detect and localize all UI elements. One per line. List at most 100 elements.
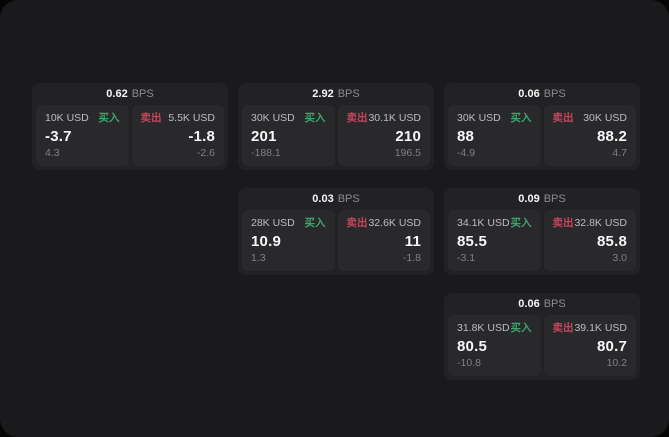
buy-badge: 买入 <box>510 322 532 334</box>
sell-badge: 卖出 <box>346 217 368 229</box>
sell-panel[interactable]: 卖出 5.5K USD -1.8 -2.6 <box>131 105 224 166</box>
buy-size-label: 30K USD <box>457 112 501 124</box>
buy-sell-panels: 28K USD 买入 10.9 1.3 卖出 32.6K USD 11 -1.8 <box>242 210 430 271</box>
buy-sub-value: -3.1 <box>457 252 476 264</box>
bps-value: 0.06 <box>518 88 540 100</box>
quote-card: 2.92 BPS 30K USD 买入 201 -188.1 卖出 30.1K … <box>238 83 434 170</box>
buy-badge: 买入 <box>304 217 326 229</box>
buy-price-value: 10.9 <box>251 233 281 250</box>
buy-panel-header: 34.1K USD 买入 <box>457 217 532 230</box>
buy-badge: 买入 <box>98 112 120 124</box>
buy-sell-panels: 30K USD 买入 201 -188.1 卖出 30.1K USD 210 1… <box>242 105 430 166</box>
bps-header: 0.03 BPS <box>242 188 430 210</box>
sell-panel[interactable]: 卖出 39.1K USD 80.7 10.2 <box>543 315 636 376</box>
buy-sub-value: -4.9 <box>457 147 476 159</box>
quote-card: 0.06 BPS 31.8K USD 买入 80.5 -10.8 卖出 39.1… <box>444 293 640 380</box>
buy-badge: 买入 <box>510 112 532 124</box>
bps-header: 0.62 BPS <box>36 83 224 105</box>
sell-price-value: 11 <box>404 233 421 250</box>
buy-panel-header: 28K USD 买入 <box>251 217 326 230</box>
bps-value: 0.09 <box>518 193 540 205</box>
buy-panel[interactable]: 30K USD 买入 201 -188.1 <box>242 105 335 166</box>
sell-size-label: 32.8K USD <box>574 217 627 229</box>
sell-panel-header: 卖出 39.1K USD <box>553 322 628 335</box>
buy-price-value: 85.5 <box>457 233 487 250</box>
buy-panel-header: 10K USD 买入 <box>45 112 120 125</box>
buy-panel-header: 30K USD 买入 <box>457 112 532 125</box>
quote-card: 0.09 BPS 34.1K USD 买入 85.5 -3.1 卖出 32.8K… <box>444 188 640 275</box>
sell-panel-header: 卖出 32.6K USD <box>347 217 422 230</box>
bps-unit: BPS <box>337 88 360 100</box>
sell-size-label: 39.1K USD <box>574 322 627 334</box>
sell-badge: 卖出 <box>552 217 574 229</box>
buy-size-label: 31.8K USD <box>457 322 510 334</box>
sell-badge: 卖出 <box>140 112 162 124</box>
quote-card: 0.03 BPS 28K USD 买入 10.9 1.3 卖出 32.6K US… <box>238 188 434 275</box>
buy-sub-value: -188.1 <box>251 147 281 159</box>
bps-unit: BPS <box>543 193 566 205</box>
bps-value: 0.03 <box>312 193 334 205</box>
sell-price-value: 85.8 <box>597 233 627 250</box>
buy-price-value: 88 <box>457 128 475 145</box>
buy-panel-header: 30K USD 买入 <box>251 112 326 125</box>
buy-sub-value: 1.3 <box>251 252 266 264</box>
sell-panel-header: 卖出 30.1K USD <box>347 112 422 125</box>
buy-sub-value: 4.3 <box>45 147 60 159</box>
bps-unit: BPS <box>543 88 566 100</box>
buy-panel[interactable]: 30K USD 买入 88 -4.9 <box>448 105 541 166</box>
buy-panel[interactable]: 34.1K USD 买入 85.5 -3.1 <box>448 210 541 271</box>
sell-panel[interactable]: 卖出 30.1K USD 210 196.5 <box>337 105 430 166</box>
sell-sub-value: 4.7 <box>612 147 627 159</box>
sell-size-label: 5.5K USD <box>168 112 215 124</box>
sell-price-value: 88.2 <box>597 128 627 145</box>
sell-panel[interactable]: 卖出 32.6K USD 11 -1.8 <box>337 210 430 271</box>
buy-sell-panels: 10K USD 买入 -3.7 4.3 卖出 5.5K USD -1.8 -2.… <box>36 105 224 166</box>
sell-sub-value: -2.6 <box>196 147 215 159</box>
buy-size-label: 10K USD <box>45 112 89 124</box>
sell-price-value: 80.7 <box>597 338 627 355</box>
bps-header: 2.92 BPS <box>242 83 430 105</box>
sell-panel-header: 卖出 5.5K USD <box>141 112 216 125</box>
sell-badge: 卖出 <box>552 112 574 124</box>
bps-unit: BPS <box>337 193 360 205</box>
buy-size-label: 28K USD <box>251 217 295 229</box>
buy-panel[interactable]: 28K USD 买入 10.9 1.3 <box>242 210 335 271</box>
sell-sub-value: 3.0 <box>612 252 627 264</box>
bps-header: 0.09 BPS <box>448 188 636 210</box>
quote-card: 0.06 BPS 30K USD 买入 88 -4.9 卖出 30K USD 8… <box>444 83 640 170</box>
buy-panel[interactable]: 31.8K USD 买入 80.5 -10.8 <box>448 315 541 376</box>
sell-panel[interactable]: 卖出 30K USD 88.2 4.7 <box>543 105 636 166</box>
buy-sub-value: -10.8 <box>457 357 481 369</box>
sell-sub-value: 10.2 <box>606 357 627 369</box>
buy-sell-panels: 30K USD 买入 88 -4.9 卖出 30K USD 88.2 4.7 <box>448 105 636 166</box>
sell-panel[interactable]: 卖出 32.8K USD 85.8 3.0 <box>543 210 636 271</box>
sell-size-label: 32.6K USD <box>368 217 421 229</box>
buy-panel[interactable]: 10K USD 买入 -3.7 4.3 <box>36 105 129 166</box>
buy-panel-header: 31.8K USD 买入 <box>457 322 532 335</box>
buy-sell-panels: 34.1K USD 买入 85.5 -3.1 卖出 32.8K USD 85.8… <box>448 210 636 271</box>
buy-size-label: 30K USD <box>251 112 295 124</box>
bps-value: 0.62 <box>106 88 128 100</box>
sell-size-label: 30K USD <box>583 112 627 124</box>
buy-badge: 买入 <box>510 217 532 229</box>
bps-unit: BPS <box>131 88 154 100</box>
buy-size-label: 34.1K USD <box>457 217 510 229</box>
bps-value: 2.92 <box>312 88 334 100</box>
sell-price-value: 210 <box>395 128 421 145</box>
bps-header: 0.06 BPS <box>448 293 636 315</box>
bps-unit: BPS <box>543 298 566 310</box>
sell-badge: 卖出 <box>346 112 368 124</box>
sell-price-value: -1.8 <box>188 128 215 145</box>
buy-sell-panels: 31.8K USD 买入 80.5 -10.8 卖出 39.1K USD 80.… <box>448 315 636 376</box>
bps-header: 0.06 BPS <box>448 83 636 105</box>
sell-panel-header: 卖出 32.8K USD <box>553 217 628 230</box>
buy-price-value: 201 <box>251 128 277 145</box>
buy-price-value: 80.5 <box>457 338 487 355</box>
quote-card: 0.62 BPS 10K USD 买入 -3.7 4.3 卖出 5.5K USD… <box>32 83 228 170</box>
sell-sub-value: 196.5 <box>394 147 421 159</box>
sell-badge: 卖出 <box>552 322 574 334</box>
quote-card-grid: 0.62 BPS 10K USD 买入 -3.7 4.3 卖出 5.5K USD… <box>32 83 640 380</box>
buy-price-value: -3.7 <box>45 128 72 145</box>
